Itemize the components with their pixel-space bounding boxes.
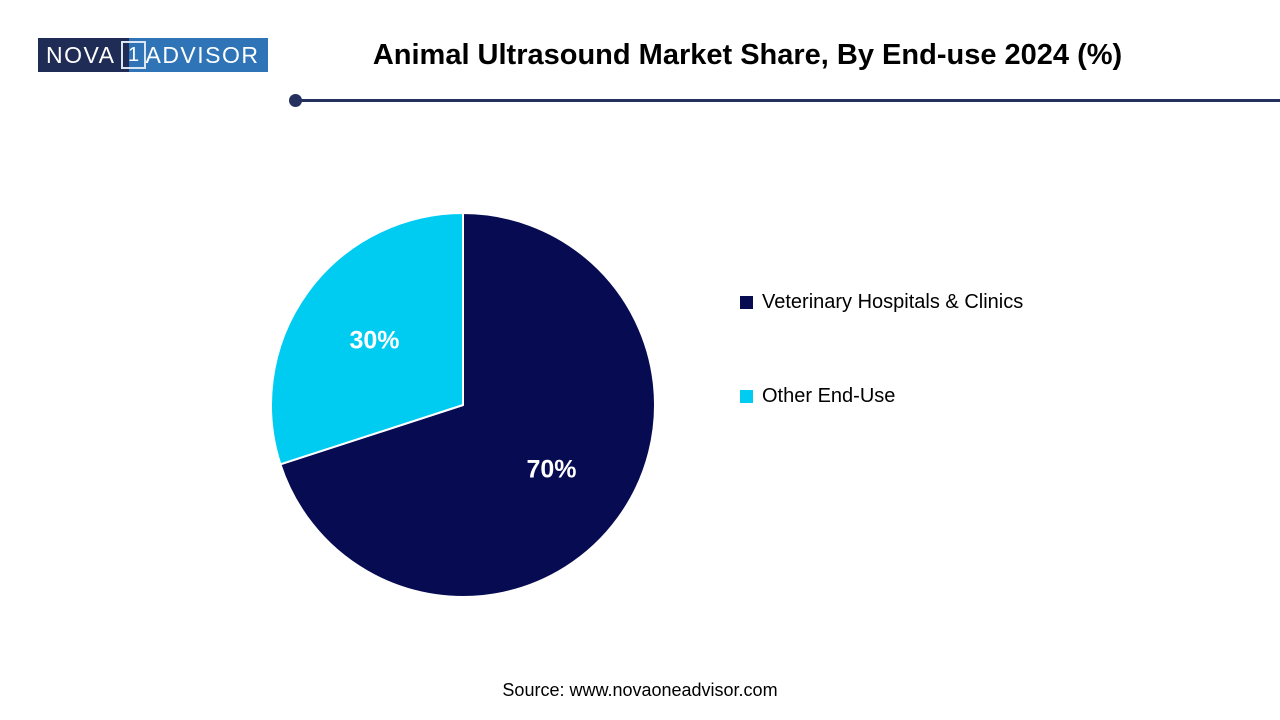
legend-item-veterinary-hospitals-clinics: Veterinary Hospitals & Clinics: [740, 291, 1023, 314]
title-rule-dot: [289, 94, 302, 107]
pie-slice: [279, 212, 656, 598]
pie-slice: [270, 212, 464, 466]
chart-title: Animal Ultrasound Market Share, By End-u…: [372, 39, 1123, 71]
pie-data-label: 30%: [349, 327, 399, 355]
logo-nova-segment: NOVA: [38, 38, 130, 72]
legend-swatch-navy: [740, 296, 753, 309]
nova-one-advisor-logo: NOVA ADVISOR 1: [38, 38, 268, 72]
title-rule-line: [296, 99, 1280, 102]
pie-data-label: 70%: [526, 455, 576, 483]
logo-one-badge: 1: [121, 41, 146, 69]
pie-chart: 70% 30%: [270, 212, 656, 598]
legend-swatch-cyan: [740, 390, 753, 403]
logo-advisor-segment: ADVISOR: [129, 38, 268, 72]
legend-label: Veterinary Hospitals & Clinics: [762, 291, 1024, 313]
legend-label: Other End-Use: [762, 385, 896, 407]
legend-item-other-end-use: Other End-Use: [740, 385, 895, 408]
pie-chart-area: 70% 30%: [240, 180, 690, 630]
source-attribution: Source: www.novaoneadvisor.com: [502, 680, 778, 700]
